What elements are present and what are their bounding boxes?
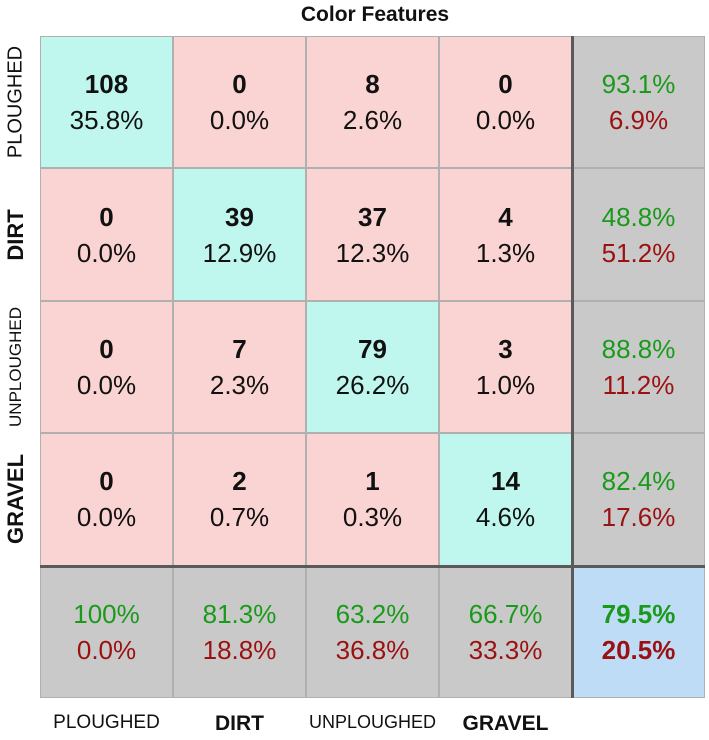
cell-percent: 0.0% — [475, 105, 536, 136]
matrix-cell: 3 1.0% — [439, 300, 572, 434]
cell-count: 0 — [99, 201, 114, 232]
matrix-cell: 0 0.0% — [173, 36, 306, 169]
column-label: GRAVEL — [462, 712, 549, 735]
matrix-cell: 0 0.0% — [40, 433, 173, 566]
cell-percent: 0.0% — [76, 502, 137, 533]
row-error-rate: 6.9% — [608, 105, 669, 136]
overall-error-rate: 20.5% — [601, 634, 676, 665]
row-label: PLOUGHED — [4, 46, 27, 159]
matrix-cell: 0 0.0% — [439, 36, 572, 169]
cell-percent: 0.0% — [76, 237, 137, 268]
overall-cell: 79.5% 20.5% — [572, 565, 705, 698]
column-error-rate: 36.8% — [335, 634, 410, 665]
matrix-cell: 4 1.3% — [439, 168, 572, 301]
column-error-rate: 33.3% — [468, 634, 543, 665]
cell-count: 4 — [498, 201, 513, 232]
matrix-cell: 2 0.7% — [173, 433, 306, 566]
cell-percent: 26.2% — [335, 369, 410, 400]
column-correct-rate: 100% — [73, 598, 140, 629]
row-correct-rate: 88.8% — [601, 333, 676, 364]
column-summary-cell: 81.3% 18.8% — [173, 565, 306, 698]
cell-count: 0 — [232, 69, 247, 100]
matrix-cell: 14 4.6% — [439, 433, 572, 566]
cell-percent: 12.9% — [202, 237, 277, 268]
column-label: DIRT — [215, 712, 264, 735]
column-correct-rate: 66.7% — [468, 598, 543, 629]
matrix-cell: 1 0.3% — [306, 433, 439, 566]
row-error-rate: 51.2% — [601, 237, 676, 268]
row-correct-rate: 48.8% — [601, 201, 676, 232]
matrix-cell: 37 12.3% — [306, 168, 439, 301]
matrix-cell: 7 2.3% — [173, 300, 306, 434]
matrix-cell: 0 0.0% — [40, 300, 173, 434]
cell-count: 39 — [225, 201, 254, 232]
matrix-cell: 39 12.9% — [173, 168, 306, 301]
cell-count: 8 — [365, 69, 380, 100]
matrix-cell: 8 2.6% — [306, 36, 439, 169]
cell-count: 37 — [358, 201, 387, 232]
cell-percent: 1.0% — [475, 369, 536, 400]
row-correct-rate: 93.1% — [601, 69, 676, 100]
cell-count: 14 — [491, 466, 520, 497]
column-correct-rate: 63.2% — [335, 598, 410, 629]
cell-count: 0 — [99, 466, 114, 497]
cell-count: 7 — [232, 333, 247, 364]
matrix-cell: 79 26.2% — [306, 300, 439, 434]
confusion-matrix: 108 35.8% 0 0.0% 8 2.6% 0 0.0% 93.1% 6.9% 0 0.0% 39 1… — [40, 36, 705, 698]
row-summary-cell: 88.8% 11.2% — [572, 300, 705, 434]
column-summary-cell: 100% 0.0% — [40, 565, 173, 698]
matrix-cell: 0 0.0% — [40, 168, 173, 301]
row-summary-cell: 48.8% 51.2% — [572, 168, 705, 301]
column-correct-rate: 81.3% — [202, 598, 277, 629]
column-label: UNPLOUGHED — [308, 712, 437, 732]
cell-percent: 12.3% — [335, 237, 410, 268]
row-label: UNPLOUGHED — [6, 307, 25, 427]
row-label: GRAVEL — [3, 454, 28, 545]
cell-count: 2 — [232, 466, 247, 497]
row-correct-rate: 82.4% — [601, 466, 676, 497]
cell-count: 0 — [498, 69, 513, 100]
cell-percent: 35.8% — [69, 105, 144, 136]
cell-count: 1 — [365, 466, 380, 497]
row-label: DIRT — [3, 208, 28, 261]
cell-percent: 0.3% — [342, 502, 403, 533]
cell-percent: 4.6% — [475, 502, 536, 533]
cell-percent: 2.6% — [342, 105, 403, 136]
column-summary-cell: 63.2% 36.8% — [306, 565, 439, 698]
matrix-cell: 108 35.8% — [40, 36, 173, 169]
cell-percent: 0.0% — [209, 105, 270, 136]
summary-row-divider — [40, 564, 705, 568]
column-summary-cell: 66.7% 33.3% — [439, 565, 572, 698]
cell-percent: 0.0% — [76, 369, 137, 400]
row-error-rate: 11.2% — [602, 369, 675, 400]
cell-count: 3 — [498, 333, 513, 364]
cell-count: 108 — [84, 69, 129, 100]
summary-column-divider — [571, 36, 574, 698]
cell-percent: 2.3% — [209, 369, 270, 400]
row-summary-cell: 93.1% 6.9% — [572, 36, 705, 169]
cell-percent: 1.3% — [475, 237, 536, 268]
column-error-rate: 18.8% — [202, 634, 277, 665]
cell-count: 0 — [99, 333, 114, 364]
column-label: PLOUGHED — [53, 712, 160, 733]
cell-percent: 0.7% — [209, 502, 270, 533]
overall-correct-rate: 79.5% — [601, 598, 676, 629]
row-summary-cell: 82.4% 17.6% — [572, 433, 705, 566]
row-error-rate: 17.6% — [601, 502, 676, 533]
column-error-rate: 0.0% — [76, 634, 137, 665]
cell-count: 79 — [358, 333, 387, 364]
chart-title: Color Features — [300, 3, 450, 26]
